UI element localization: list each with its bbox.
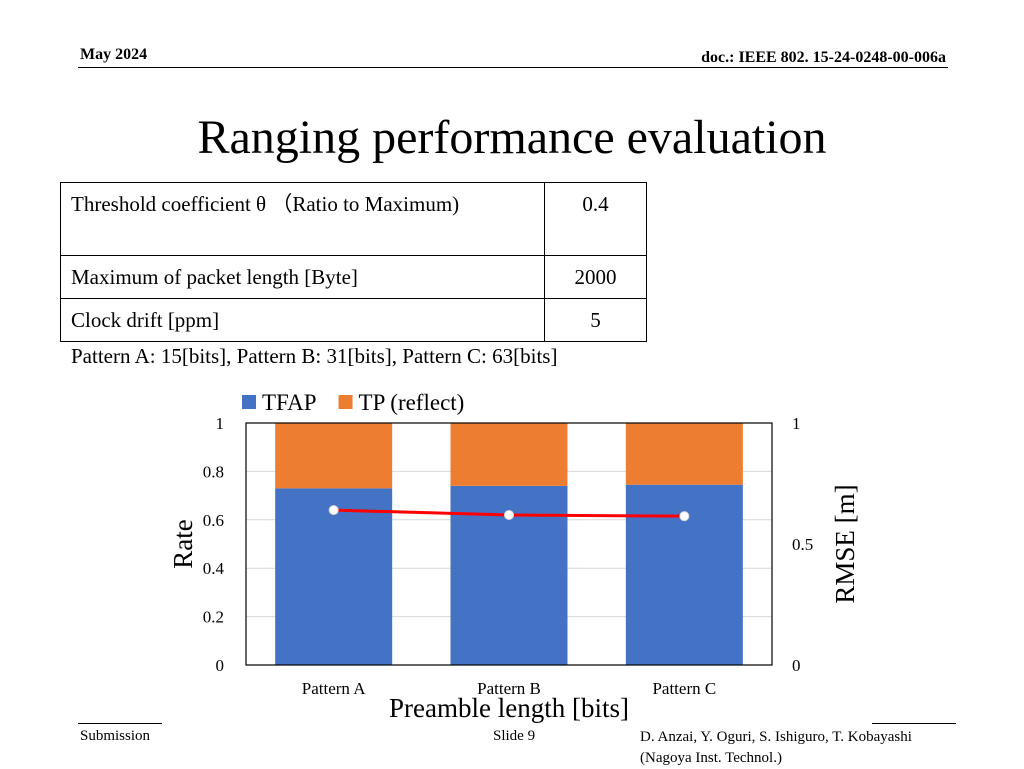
chart-bars: [275, 423, 743, 665]
bar-tp-reflect-3: [625, 423, 743, 485]
parameters-table: Threshold coefficient θ （Ratio to Maximu…: [60, 182, 647, 342]
y-axis-ticks: 0 0.2 0.4 0.6 0.8 1: [203, 414, 225, 675]
plot-frame: [245, 422, 773, 666]
rmse-point-3: [679, 511, 690, 522]
footer-submission: Submission: [80, 728, 151, 744]
chart-line-series: [328, 505, 690, 522]
bar-tp-reflect-1: [275, 423, 393, 489]
rmse-point-2: [504, 509, 514, 520]
bar-tp-reflect-2: [450, 423, 568, 486]
x-tick-label: Pattern C: [652, 679, 716, 698]
table-row: Maximum of packet length [Byte] 2000: [60, 255, 647, 299]
y-tick-label: 1: [216, 414, 225, 433]
slide-title: Ranging performance evaluation: [197, 111, 827, 164]
param-value: 0.4: [544, 182, 647, 256]
x-axis-ticks: Pattern A Pattern B Pattern C: [302, 679, 716, 698]
footer-authors-names: D. Anzai, Y. Oguri, S. Ishiguro, T. Koba…: [640, 729, 912, 745]
bar-tfap-1: [275, 488, 393, 665]
param-value: 2000: [544, 255, 647, 299]
chart-legend: TFAP TP (reflect): [242, 390, 464, 415]
param-label: Threshold coefficient θ （Ratio to Maximu…: [60, 182, 545, 256]
y2-axis-ticks: 00.51: [792, 414, 813, 675]
table-row: Clock drift [ppm] 5: [60, 298, 647, 342]
header-date: May 2024: [80, 46, 148, 63]
footer-slide-number: Slide 9: [493, 728, 536, 744]
param-label: Clock drift [ppm]: [60, 298, 545, 342]
param-label: Maximum of packet length [Byte]: [60, 255, 545, 299]
footer-authors-affiliation: (Nagoya Inst. Technol.): [640, 750, 782, 766]
header-doc-id: doc.: IEEE 802. 15-24-0248-00-006a: [701, 49, 946, 66]
pattern-note: Pattern A: 15[bits], Pattern B: 31[bits]…: [71, 344, 558, 368]
footer-authors: D. Anzai, Y. Oguri, S. Ishiguro, T. Koba…: [640, 727, 912, 769]
legend-label: TP (reflect): [359, 390, 465, 415]
y-tick-label: 0: [216, 656, 225, 675]
x-tick-label: Pattern A: [302, 679, 366, 698]
y2-tick-label: 1: [792, 414, 801, 433]
y-tick-label: 0.6: [203, 511, 224, 530]
x-tick-label: Pattern B: [477, 679, 541, 698]
footer-divider-left: [78, 723, 162, 724]
y-axis-label: Rate: [168, 519, 198, 568]
param-value: 5: [544, 298, 647, 342]
y2-axis-label: RMSE [m]: [830, 484, 860, 603]
table-row: Threshold coefficient θ （Ratio to Maximu…: [60, 182, 647, 256]
rmse-point-1: [328, 505, 339, 516]
x-axis-label: Preamble length [bits]: [389, 693, 629, 723]
legend-label: TFAP: [262, 390, 317, 415]
y2-tick-label: 0.5: [792, 535, 813, 554]
header-divider: [78, 67, 948, 68]
footer-divider-right: [872, 723, 956, 724]
y-tick-label: 0.8: [203, 462, 224, 481]
y-tick-label: 0.4: [203, 559, 225, 578]
legend-swatch: [242, 395, 256, 409]
y2-tick-label: 0: [792, 656, 801, 675]
y-tick-label: 0.2: [203, 608, 224, 627]
legend-swatch: [338, 395, 353, 409]
